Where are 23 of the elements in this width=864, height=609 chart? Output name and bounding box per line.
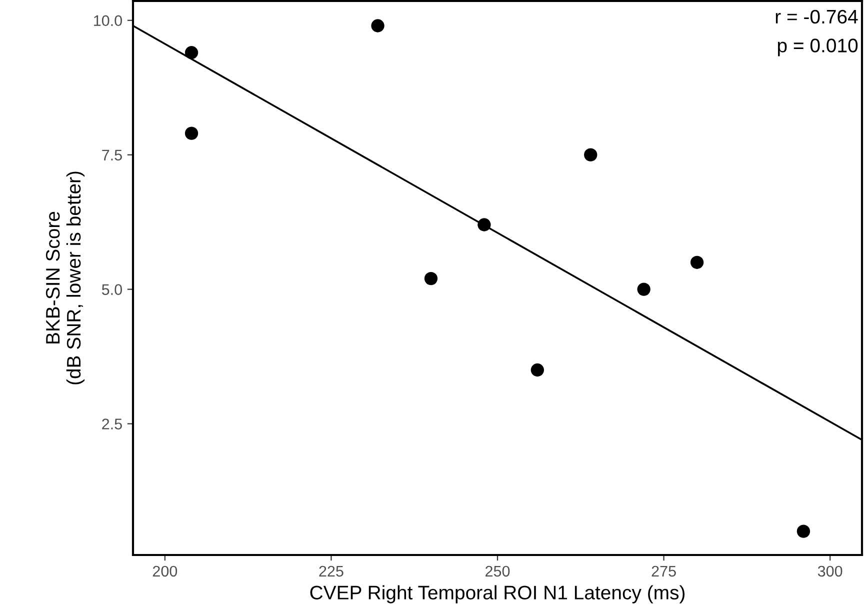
annotation: r = -0.764 [776, 10, 858, 24]
point [796, 524, 810, 538]
x-tick-label: 225 [319, 566, 344, 577]
x-tick-label: 300 [818, 566, 842, 577]
y-tick-label: 10.0 [94, 15, 122, 26]
x-tick-label: 250 [486, 566, 510, 577]
point [371, 19, 384, 32]
point [584, 148, 598, 162]
y-tick-label: 5.0 [102, 284, 122, 295]
point [637, 282, 650, 296]
x-tick-label: 275 [652, 566, 676, 577]
point [478, 218, 491, 232]
point [424, 272, 438, 286]
annotation: p = 0.010 [778, 38, 858, 56]
point [184, 46, 198, 60]
x-tick-label: 200 [152, 566, 178, 577]
y-axis-title: BKB-SIN Score (dB SNR, lower is better) [46, 172, 85, 384]
y-tick-label: 7.5 [102, 150, 122, 161]
point [530, 363, 544, 377]
y-tick-label: 2.5 [102, 418, 122, 430]
x-axis-title: CVEP Right Temporal ROI N1 Latency (ms) [310, 585, 685, 604]
point [184, 126, 198, 140]
point [690, 256, 704, 269]
